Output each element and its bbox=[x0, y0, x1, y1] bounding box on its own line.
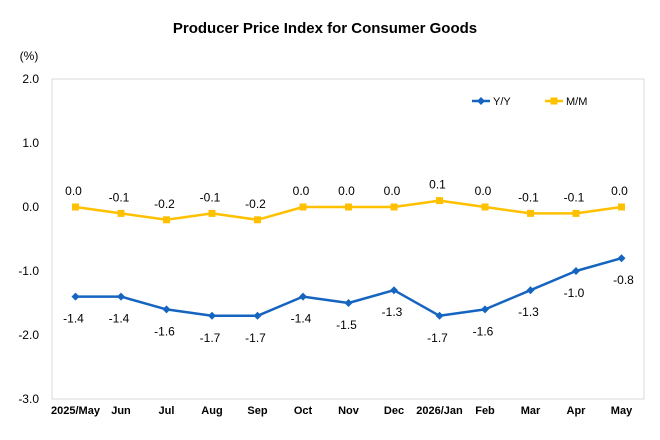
data-label: -0.2 bbox=[154, 197, 175, 211]
y-axis-ticks: 2.0 1.0 0.0 -1.0 -2.0 -3.0 bbox=[18, 72, 39, 406]
data-point bbox=[71, 292, 80, 301]
data-label: -0.2 bbox=[245, 197, 266, 211]
data-point bbox=[117, 292, 125, 301]
data-point bbox=[436, 197, 443, 205]
data-point bbox=[481, 305, 489, 314]
data-label: -1.3 bbox=[382, 305, 403, 319]
data-point bbox=[117, 209, 125, 217]
data-label: -1.7 bbox=[245, 331, 266, 345]
data-label: 0.0 bbox=[293, 184, 310, 198]
y-tick-label: -1.0 bbox=[18, 264, 39, 278]
legend-marker bbox=[477, 97, 485, 105]
x-tick-label: Jun bbox=[111, 405, 131, 417]
y-tick-label: -3.0 bbox=[18, 392, 39, 406]
data-label: -1.7 bbox=[200, 331, 221, 345]
data-label: -1.4 bbox=[63, 312, 84, 326]
y-tick-label: -2.0 bbox=[18, 328, 39, 342]
y-tick-label: 0.0 bbox=[22, 200, 39, 214]
data-point bbox=[253, 311, 262, 320]
data-label: 0.0 bbox=[611, 184, 628, 198]
series-mm: 0.0 -0.1 -0.2 -0.1 -0.2 0.0 0.0 0.0 0.1 0.0 -0.1 -0… bbox=[65, 178, 628, 224]
data-label: -0.8 bbox=[613, 273, 634, 287]
data-label: -1.6 bbox=[473, 324, 494, 338]
data-label: -1.6 bbox=[154, 324, 175, 338]
legend-label: M/M bbox=[566, 96, 587, 108]
data-point bbox=[481, 203, 489, 211]
data-point bbox=[527, 209, 534, 217]
data-label: -0.1 bbox=[109, 190, 130, 204]
data-point bbox=[162, 305, 171, 314]
x-tick-label: Mar bbox=[521, 405, 541, 417]
data-label: 0.0 bbox=[475, 184, 492, 198]
chart-title: Producer Price Index for Consumer Goods bbox=[173, 20, 477, 37]
data-label: -0.1 bbox=[518, 190, 539, 204]
data-point bbox=[299, 292, 307, 301]
data-point bbox=[163, 216, 170, 224]
data-label: -1.3 bbox=[518, 305, 539, 319]
data-label: 0.0 bbox=[65, 184, 82, 198]
series-line bbox=[75, 256, 622, 318]
x-tick-label: May bbox=[611, 405, 633, 417]
data-point bbox=[299, 203, 307, 211]
data-label: -1.7 bbox=[427, 331, 448, 345]
x-axis-ticks: 2025/May Jun Jul Aug Sep Oct Nov Dec 2026/Jan Feb… bbox=[51, 405, 633, 417]
data-label: -0.1 bbox=[564, 190, 585, 204]
plot-area bbox=[51, 78, 645, 400]
data-point bbox=[345, 203, 352, 211]
data-point bbox=[72, 203, 79, 211]
data-label: -1.4 bbox=[291, 312, 312, 326]
data-point bbox=[344, 299, 353, 307]
data-point bbox=[618, 203, 625, 211]
data-label: -0.1 bbox=[200, 190, 221, 204]
x-tick-label: 2025/May bbox=[51, 405, 101, 417]
data-label: 0.0 bbox=[338, 184, 355, 198]
series-yy: -1.4 -1.4 -1.6 -1.7 -1.7 -1.4 -1.5 -1.3 -1.7 -1.6… bbox=[63, 254, 634, 345]
data-point bbox=[526, 286, 535, 295]
data-point bbox=[572, 267, 580, 275]
x-tick-label: Feb bbox=[475, 405, 495, 417]
x-tick-label: Sep bbox=[247, 405, 267, 417]
data-label: -1.5 bbox=[336, 318, 357, 332]
data-label: -1.0 bbox=[564, 286, 585, 300]
series-layer: -1.4 -1.4 -1.6 -1.7 -1.7 -1.4 -1.5 -1.3 -1.7 -1.6… bbox=[63, 178, 634, 345]
data-point bbox=[208, 311, 216, 320]
y-axis-unit-label: (%) bbox=[20, 49, 39, 63]
x-tick-label: 2026/Jan bbox=[416, 405, 463, 417]
data-point bbox=[254, 216, 261, 224]
x-tick-label: Oct bbox=[294, 405, 313, 417]
data-point bbox=[435, 311, 444, 320]
x-tick-label: Jul bbox=[159, 405, 175, 417]
legend: Y/Y M/M bbox=[472, 96, 587, 108]
data-label: 0.0 bbox=[384, 184, 401, 198]
x-tick-label: Apr bbox=[567, 405, 587, 417]
x-tick-label: Aug bbox=[201, 405, 222, 417]
x-tick-label: Nov bbox=[338, 405, 360, 417]
data-label: -1.4 bbox=[109, 312, 130, 326]
legend-label: Y/Y bbox=[493, 96, 511, 108]
data-point bbox=[572, 209, 580, 217]
data-point bbox=[617, 254, 626, 263]
data-label: 0.1 bbox=[429, 178, 446, 192]
x-tick-label: Dec bbox=[384, 405, 404, 417]
data-point bbox=[208, 209, 216, 217]
data-point bbox=[390, 203, 398, 211]
data-point bbox=[390, 286, 398, 295]
legend-marker bbox=[550, 97, 558, 105]
y-tick-label: 1.0 bbox=[22, 136, 39, 150]
y-tick-label: 2.0 bbox=[22, 72, 39, 86]
